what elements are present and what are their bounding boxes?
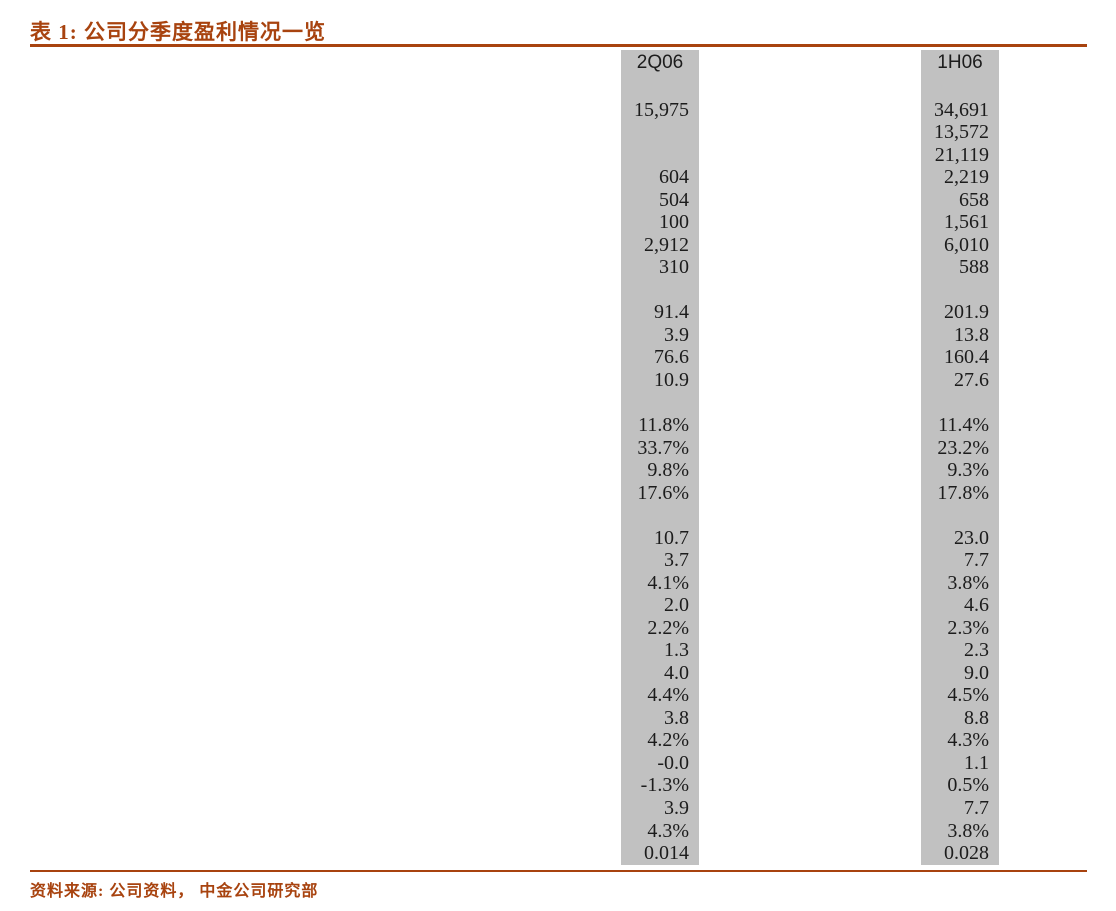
column-2q06: 2Q06 15,975 604 504 100 2,912 310 91.4 3.9 76.6 1…: [621, 50, 699, 865]
value-cell: 4.0: [664, 661, 689, 684]
value-cell: 8.8: [964, 706, 989, 729]
value-cell: 2,219: [944, 166, 989, 189]
value-cell: 2,912: [644, 233, 689, 256]
value-cell: [621, 144, 699, 167]
value-cell: 588: [959, 256, 989, 279]
value-cell: 9.8%: [647, 459, 689, 482]
footer-divider: [30, 870, 1087, 872]
value-cell: 0.028: [944, 842, 989, 865]
value-cell: 11.4%: [938, 413, 989, 436]
value-cell: 4.2%: [647, 729, 689, 752]
value-cell: 2.3%: [947, 616, 989, 639]
value-cell: 91.4: [654, 301, 689, 324]
value-cell: 0.014: [644, 842, 689, 865]
value-cell: 10.9: [654, 368, 689, 391]
value-cell: 3.9: [664, 797, 689, 819]
column-header-1h06: 1H06: [937, 52, 983, 73]
source-note: 资料来源: 公司资料， 中金公司研究部: [30, 883, 319, 900]
value-cell: 9.0: [964, 661, 989, 684]
value-cell: 27.6: [954, 368, 989, 391]
value-cell: 604: [659, 166, 689, 189]
value-cell: 76.6: [654, 346, 689, 369]
value-cell: 4.4%: [647, 684, 689, 707]
value-cell: [621, 391, 699, 414]
value-cell: 2.0: [664, 594, 689, 617]
value-cell: 17.6%: [637, 481, 689, 504]
column-1h06: 1H06 34,691 13,572 21,119 2,219 658 1,561 6,01…: [921, 50, 999, 865]
title-divider: [30, 44, 1087, 47]
value-cell: 4.3%: [647, 819, 689, 842]
value-cell: 33.7%: [637, 436, 689, 459]
column-values-2q06: 15,975 604 504 100 2,912 310 91.4 3.9 76.6 10.9 11…: [621, 76, 699, 865]
value-cell: 3.8%: [947, 571, 989, 594]
value-cell: 6,010: [944, 233, 989, 256]
value-cell: 13,572: [934, 121, 989, 144]
value-cell: [921, 504, 999, 527]
value-cell: 3.8%: [947, 819, 989, 842]
column-values-1h06: 34,691 13,572 21,119 2,219 658 1,561 6,010 588 2…: [921, 76, 999, 865]
table-title: 表 1: 公司分季度盈利情况一览: [30, 20, 326, 44]
value-cell: 4.1%: [647, 571, 689, 594]
value-cell: -0.0: [657, 751, 689, 774]
value-cell: 4.3%: [947, 729, 989, 752]
value-cell: 1,561: [944, 211, 989, 234]
value-cell: 160.4: [944, 346, 989, 369]
value-cell: 201.9: [944, 301, 989, 324]
value-cell: 3.8: [664, 706, 689, 729]
value-cell: 3.7: [664, 549, 689, 572]
value-cell: 3.9: [664, 323, 689, 346]
value-cell: 9.3%: [947, 459, 989, 482]
value-cell: 100: [659, 211, 689, 234]
value-cell: 2.2%: [647, 616, 689, 639]
value-cell: 13.8: [954, 323, 989, 346]
value-cell: [621, 279, 699, 302]
value-cell: [921, 391, 999, 414]
value-cell: 11.8%: [638, 413, 689, 436]
value-cell: [621, 76, 699, 99]
value-cell: 34,691: [934, 98, 989, 121]
value-cell: 10.7: [654, 526, 689, 549]
value-cell: 7.7: [964, 549, 989, 572]
value-cell: 1.1: [964, 751, 989, 774]
value-cell: 2.3: [964, 639, 989, 662]
value-cell: [621, 121, 699, 144]
value-cell: 21,119: [934, 143, 989, 166]
value-cell: 7.7: [964, 797, 989, 819]
value-cell: 23.2%: [937, 436, 989, 459]
value-cell: [621, 504, 699, 527]
value-cell: 504: [659, 188, 689, 211]
value-cell: 1.3: [664, 639, 689, 662]
value-cell: 15,975: [634, 98, 689, 121]
value-cell: 17.8%: [937, 481, 989, 504]
value-cell: 0.5%: [947, 774, 989, 797]
value-cell: 23.0: [954, 526, 989, 549]
value-cell: 658: [959, 188, 989, 211]
value-cell: 310: [659, 256, 689, 279]
column-header-2q06: 2Q06: [636, 52, 684, 73]
value-cell: [921, 279, 999, 302]
value-cell: -1.3%: [640, 774, 689, 797]
value-cell: 4.5%: [947, 684, 989, 707]
value-cell: [921, 76, 999, 99]
value-cell: 4.6: [964, 594, 989, 617]
